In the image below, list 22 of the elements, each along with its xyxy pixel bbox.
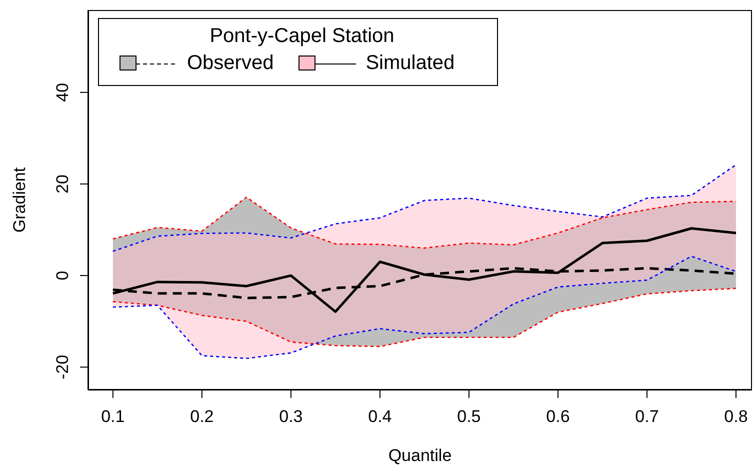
- line-series: [112, 256, 737, 360]
- y-tick-label: 0: [53, 270, 72, 280]
- legend-label: Simulated: [366, 52, 455, 75]
- y-tick-label: 40: [53, 82, 72, 102]
- x-tick-label: 0.6: [546, 407, 570, 426]
- y-tick-label: -20: [53, 354, 72, 380]
- line-series: [112, 164, 737, 252]
- y-axis-title: Gradient: [10, 167, 30, 233]
- x-tick-label: 0.3: [279, 407, 303, 426]
- line-series: [112, 196, 737, 249]
- x-tick-label: 0.4: [368, 407, 392, 426]
- legend-title: Pont-y-Capel Station: [208, 25, 396, 48]
- legend-label: Observed: [187, 52, 274, 75]
- x-tick-label: 0.8: [724, 407, 748, 426]
- x-axis-title: Quantile: [387, 446, 453, 466]
- line-series: [112, 288, 737, 348]
- line-series: [112, 227, 738, 313]
- x-tick-label: 0.7: [635, 407, 659, 426]
- x-tick-label: 0.5: [457, 407, 481, 426]
- y-tick-label: 20: [53, 174, 72, 194]
- x-tick-label: 0.2: [190, 407, 214, 426]
- x-tick-label: 0.1: [101, 407, 125, 426]
